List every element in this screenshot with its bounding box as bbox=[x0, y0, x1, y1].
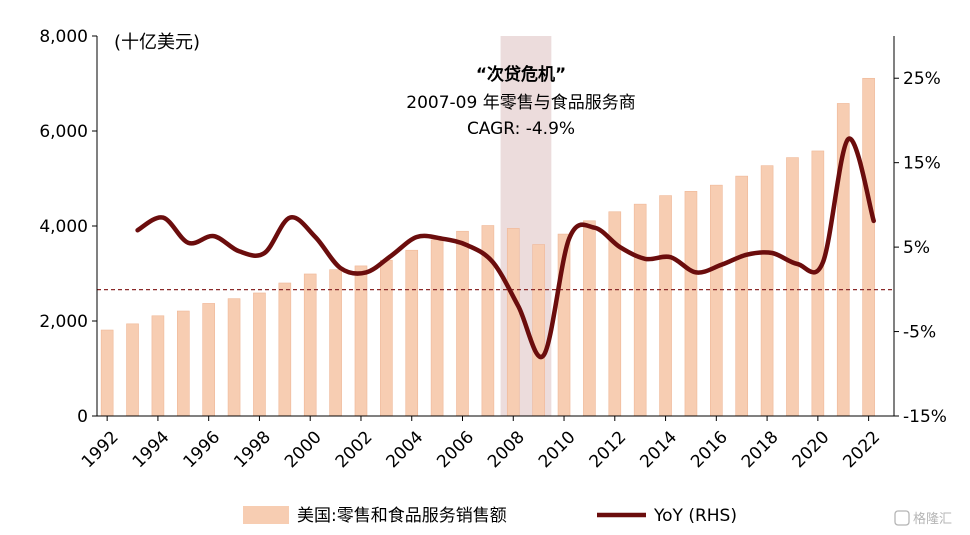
watermark: 格隆汇 bbox=[894, 510, 952, 527]
bar-1994 bbox=[151, 315, 165, 417]
bar-2001 bbox=[329, 269, 342, 417]
annotation-line-1: 2007-09 年零售与食品服务商 bbox=[406, 93, 635, 113]
bar-2000 bbox=[303, 273, 317, 417]
watermark-logo-icon bbox=[894, 510, 910, 526]
annotation-line-2: CAGR: -4.9% bbox=[467, 119, 575, 139]
x-tick-label: 2002 bbox=[332, 427, 377, 472]
left-tick-label: 4,000 bbox=[39, 217, 88, 237]
right-tick-label: 25% bbox=[903, 69, 941, 89]
x-tick-label: 2010 bbox=[535, 427, 580, 472]
legend: 美国:零售和食品服务销售额 YoY (RHS) bbox=[243, 506, 737, 526]
x-tick-label: 2000 bbox=[281, 427, 326, 472]
x-tick-label: 2012 bbox=[586, 427, 631, 472]
x-tick-label: 2006 bbox=[433, 427, 478, 472]
bar-2017 bbox=[735, 175, 749, 417]
x-tick-label: 2016 bbox=[687, 427, 732, 472]
bar-2013 bbox=[633, 203, 647, 417]
bar-1996 bbox=[202, 303, 215, 417]
legend-label-bar: 美国:零售和食品服务销售额 bbox=[297, 506, 507, 526]
bar-2018 bbox=[760, 165, 774, 417]
right-tick-label: 15% bbox=[903, 154, 941, 174]
x-tick-label: 2020 bbox=[789, 427, 834, 472]
unit-label: (十亿美元) bbox=[114, 32, 200, 53]
bar-2008 bbox=[506, 228, 520, 417]
bar-2016 bbox=[710, 184, 723, 417]
bar-1993 bbox=[126, 323, 139, 417]
x-tick-label: 2008 bbox=[484, 427, 529, 472]
x-tick-label: 1992 bbox=[78, 427, 123, 472]
bar-2014 bbox=[659, 195, 672, 417]
yoy-line bbox=[135, 136, 876, 360]
x-tick-label: 2022 bbox=[839, 427, 884, 472]
watermark-text: 格隆汇 bbox=[913, 511, 952, 527]
right-tick-label: -5% bbox=[903, 323, 936, 343]
bar-2020 bbox=[811, 150, 825, 417]
legend-label-line: YoY (RHS) bbox=[653, 506, 737, 526]
x-tick-label: 2014 bbox=[636, 427, 681, 472]
right-tick-label: -15% bbox=[903, 407, 947, 427]
bar-2019 bbox=[786, 157, 799, 417]
bar-1998 bbox=[253, 292, 266, 417]
x-tick-label: 1996 bbox=[179, 427, 224, 472]
left-axis-ticks: 0 2,000 4,000 6,000 8,000 bbox=[39, 27, 97, 427]
bar-2015 bbox=[684, 191, 698, 417]
legend-swatch-bar bbox=[243, 506, 289, 524]
bar-2002 bbox=[354, 265, 368, 417]
left-tick-label: 6,000 bbox=[39, 122, 88, 142]
x-axis-ticks: 1992 1994 1996 1998 2000 2002 2004 2006 2008 2010… bbox=[78, 416, 884, 472]
bar-1997 bbox=[227, 298, 241, 417]
bar-2011 bbox=[583, 220, 596, 417]
bar-2005 bbox=[430, 239, 444, 417]
bar-2004 bbox=[405, 249, 419, 417]
bar-1999 bbox=[278, 282, 292, 417]
annotation-title: “次贷危机” bbox=[476, 64, 566, 85]
x-tick-label: 1998 bbox=[230, 427, 275, 472]
bar-2009 bbox=[532, 244, 545, 417]
left-tick-label: 8,000 bbox=[39, 27, 88, 47]
x-tick-label: 1994 bbox=[129, 427, 174, 472]
bar-2006 bbox=[456, 230, 469, 417]
left-tick-label: 2,000 bbox=[39, 312, 88, 332]
bar-1992 bbox=[100, 329, 114, 417]
left-tick-label: 0 bbox=[77, 407, 88, 427]
bar-2003 bbox=[380, 259, 393, 417]
bar-series bbox=[100, 77, 875, 417]
bar-2022 bbox=[862, 77, 875, 417]
x-tick-label: 2004 bbox=[383, 427, 428, 472]
x-tick-label: 2018 bbox=[738, 427, 783, 472]
bar-1995 bbox=[176, 310, 190, 417]
right-axis-ticks: -15% -5% 5% 15% 25% bbox=[894, 69, 947, 427]
right-tick-label: 5% bbox=[903, 238, 930, 258]
